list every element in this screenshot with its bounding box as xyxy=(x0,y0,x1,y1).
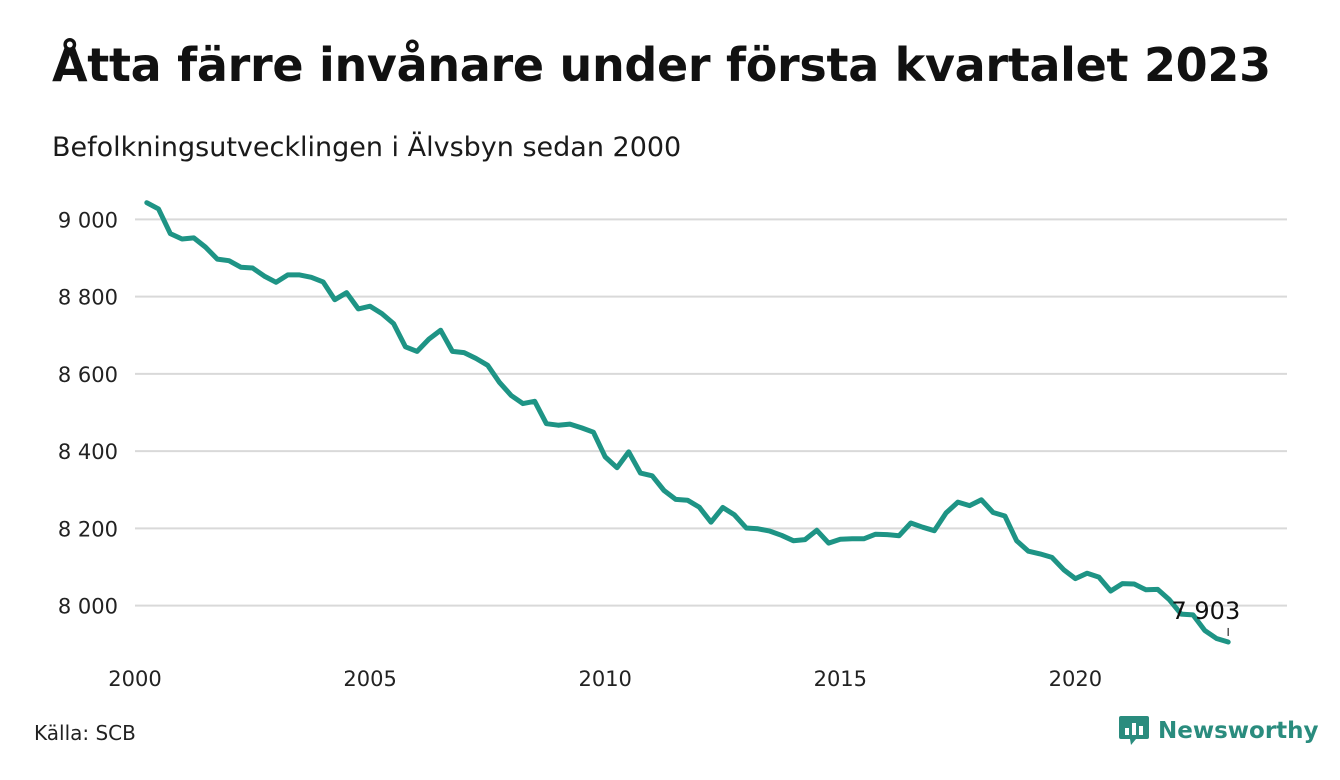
x-tick-label: 2005 xyxy=(343,667,396,691)
chart-subtitle: Befolkningsutvecklingen i Älvsbyn sedan … xyxy=(52,132,682,163)
y-tick-label: 9 000 xyxy=(58,208,118,232)
newsworthy-logo-icon xyxy=(1119,716,1149,745)
x-axis-tick-labels: 2000 2005 2010 2015 2020 xyxy=(108,667,1102,691)
brand-logo: Newsworthy xyxy=(1118,714,1319,748)
x-tick-label: 2020 xyxy=(1049,667,1102,691)
series-line xyxy=(144,200,1231,645)
x-tick-label: 2010 xyxy=(578,667,631,691)
y-tick-label: 8 200 xyxy=(58,517,118,541)
y-tick-label: 8 800 xyxy=(58,286,118,310)
annotation-layer: 7 903 xyxy=(1172,597,1241,636)
end-value-label: 7 903 xyxy=(1172,597,1241,625)
y-axis-tick-labels: 8 000 8 200 8 400 8 600 8 800 9 000 xyxy=(58,208,118,618)
brand-name: Newsworthy xyxy=(1158,718,1319,744)
y-tick-label: 8 000 xyxy=(58,595,118,619)
gridlines xyxy=(135,218,1287,607)
x-tick-label: 2000 xyxy=(108,667,161,691)
y-tick-label: 8 600 xyxy=(58,363,118,387)
chart-title: Åtta färre invånare under första kvartal… xyxy=(52,38,1271,92)
series-layer xyxy=(144,200,1231,645)
source-note: Källa: SCB xyxy=(34,721,136,745)
y-tick-label: 8 400 xyxy=(58,440,118,464)
x-tick-label: 2015 xyxy=(814,667,867,691)
